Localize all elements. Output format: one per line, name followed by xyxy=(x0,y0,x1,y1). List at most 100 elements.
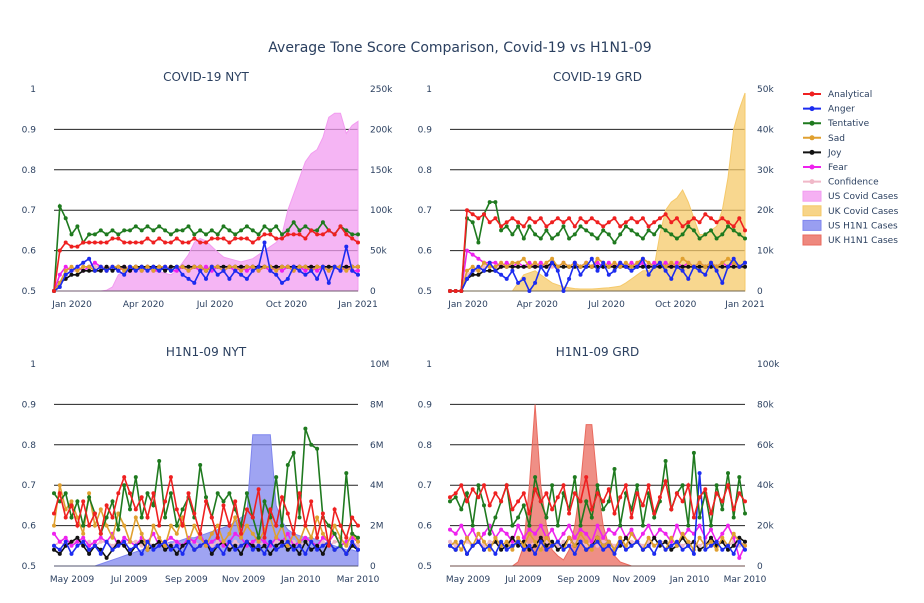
legend-item[interactable]: Analytical xyxy=(803,90,872,100)
data-point xyxy=(657,216,662,221)
data-point xyxy=(720,260,725,265)
legend-item[interactable]: UK Covid Cases xyxy=(802,205,899,217)
data-point xyxy=(75,272,80,277)
data-point xyxy=(174,236,179,241)
data-point xyxy=(350,232,355,237)
data-point xyxy=(332,539,337,544)
data-point xyxy=(63,272,68,277)
data-point xyxy=(595,539,600,544)
data-point xyxy=(709,260,713,265)
data-point xyxy=(128,539,132,544)
data-point xyxy=(332,523,337,528)
data-point xyxy=(303,551,308,556)
data-point xyxy=(163,547,168,552)
data-point xyxy=(482,483,486,488)
data-point xyxy=(476,539,481,544)
legend-item[interactable]: Tentative xyxy=(803,119,870,129)
y-tick-label: 1 xyxy=(30,85,36,95)
data-point xyxy=(128,264,132,269)
data-point xyxy=(453,531,458,536)
data-point xyxy=(703,487,708,492)
data-point xyxy=(98,535,103,540)
data-point xyxy=(476,264,481,269)
data-point xyxy=(350,515,355,520)
series-analytical xyxy=(448,208,747,293)
data-point xyxy=(268,551,273,556)
data-point xyxy=(538,236,543,241)
data-point xyxy=(482,539,486,544)
y2-tick-label: 100k xyxy=(370,206,393,216)
data-point xyxy=(180,264,185,269)
data-point xyxy=(635,220,640,225)
legend-item[interactable]: Anger xyxy=(803,105,855,115)
legend-item[interactable]: Fear xyxy=(803,163,848,173)
legend-marker xyxy=(809,91,815,97)
data-point xyxy=(344,471,349,476)
data-point xyxy=(320,551,325,556)
legend-label: Joy xyxy=(827,148,842,158)
data-point xyxy=(139,228,144,233)
legend-item[interactable]: Sad xyxy=(803,134,845,144)
data-point xyxy=(550,527,555,532)
y-tick-label: 0.9 xyxy=(418,400,433,410)
data-point xyxy=(320,220,325,225)
legend-item[interactable]: US H1N1 Cases xyxy=(802,219,898,231)
legend-item[interactable]: UK H1N1 Cases xyxy=(802,234,898,246)
series-analytical xyxy=(52,474,360,548)
data-point xyxy=(157,539,162,544)
data-point xyxy=(669,543,674,548)
subplot-1: COVID-19 NYT 0.5 0.6 0.7 0.8 0.9 1 0 50k 100k 150k… xyxy=(22,70,394,310)
data-point xyxy=(612,268,617,273)
data-point xyxy=(104,264,109,269)
legend-item[interactable]: Joy xyxy=(803,148,842,158)
data-point xyxy=(350,539,355,544)
data-point xyxy=(561,224,566,229)
data-point xyxy=(174,228,179,233)
data-point xyxy=(315,543,320,548)
data-point xyxy=(233,232,238,237)
data-point xyxy=(652,543,657,548)
data-point xyxy=(151,503,156,508)
data-point xyxy=(510,523,515,528)
data-point xyxy=(239,543,244,548)
data-point xyxy=(589,264,594,269)
data-point xyxy=(567,216,572,221)
data-point xyxy=(180,507,185,512)
data-point xyxy=(274,523,279,528)
data-point xyxy=(527,511,532,516)
data-point xyxy=(63,268,68,273)
data-point xyxy=(453,491,458,496)
data-point xyxy=(145,236,150,241)
data-point xyxy=(504,276,509,281)
data-point xyxy=(635,264,640,269)
data-point xyxy=(595,523,600,528)
legend-item[interactable]: US Covid Cases xyxy=(802,190,898,202)
data-point xyxy=(145,264,150,269)
data-point xyxy=(104,268,109,273)
data-point xyxy=(709,539,713,544)
x-tick-label: Sep 2009 xyxy=(165,575,208,585)
data-point xyxy=(151,491,156,496)
legend-item[interactable]: Confidence xyxy=(803,178,879,188)
data-point xyxy=(332,507,337,512)
data-point xyxy=(521,491,526,496)
legend-label: Fear xyxy=(828,163,848,173)
x-tick-label: May 2009 xyxy=(446,575,491,585)
data-point xyxy=(104,503,109,508)
data-point xyxy=(268,228,273,233)
data-point xyxy=(180,272,185,277)
data-point xyxy=(174,539,179,544)
data-point xyxy=(98,551,103,556)
data-point xyxy=(268,232,273,237)
data-point xyxy=(601,228,606,233)
data-point xyxy=(714,220,719,225)
data-point xyxy=(133,475,138,480)
data-point xyxy=(544,264,549,269)
data-point xyxy=(104,555,109,560)
y2-tick-label: 2M xyxy=(370,522,384,532)
data-point xyxy=(652,551,657,556)
data-point xyxy=(168,240,173,245)
data-point xyxy=(487,531,492,536)
legend-label: Confidence xyxy=(828,178,879,188)
data-point xyxy=(527,531,532,536)
